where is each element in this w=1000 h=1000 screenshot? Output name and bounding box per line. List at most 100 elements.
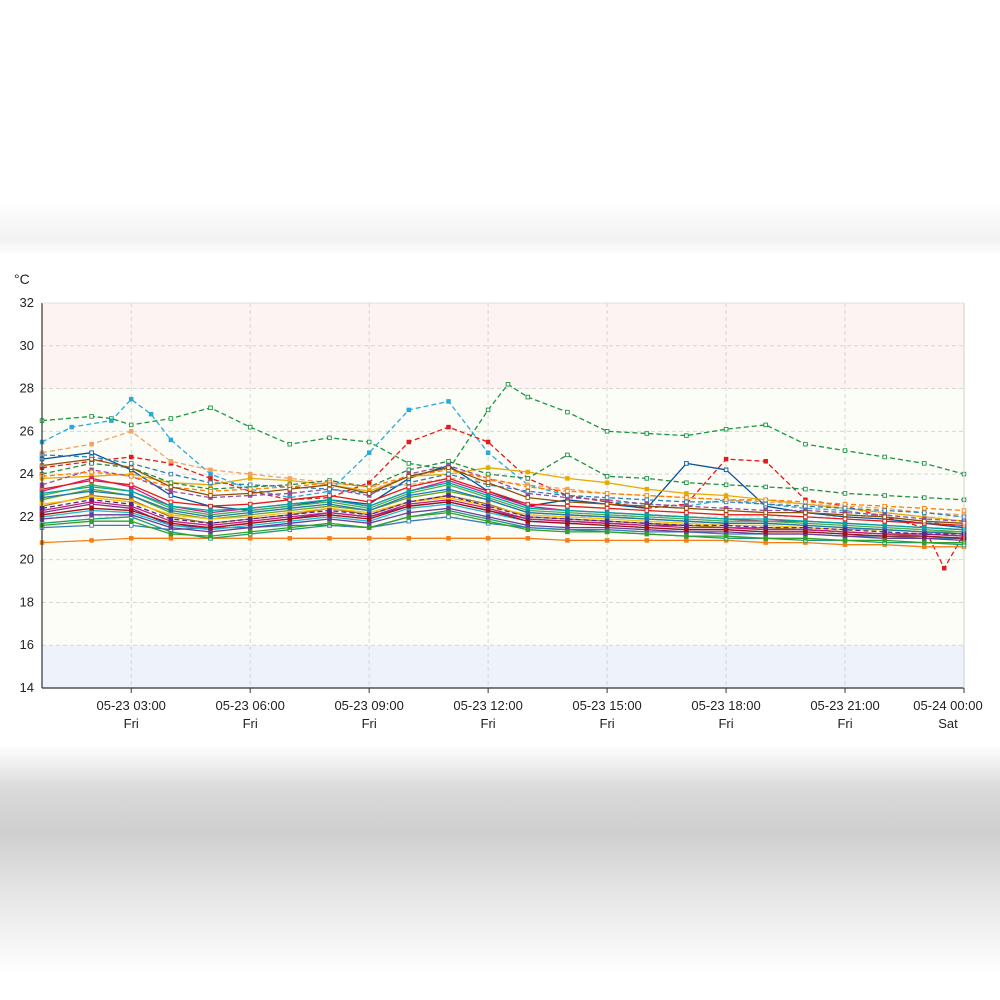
data-point [89, 497, 94, 503]
data-point [922, 540, 927, 545]
data-point [723, 426, 729, 432]
data-point [505, 382, 511, 387]
x-tick-label: 05-23 03:00 [97, 698, 166, 713]
data-point [684, 518, 689, 524]
data-point [446, 514, 451, 520]
data-point [485, 480, 491, 485]
data-point [485, 497, 491, 503]
data-point [446, 424, 451, 430]
data-point [327, 501, 332, 507]
data-point [406, 499, 412, 505]
data-point [287, 441, 293, 447]
data-point [446, 476, 451, 481]
data-point [803, 529, 808, 535]
data-point [406, 518, 412, 524]
data-point [168, 503, 174, 509]
temperature-line-chart: 32 30 28 26 24 22 20 18 16 14 05-23 03:00 Fri 05-23 … [14, 271, 983, 731]
data-point [208, 480, 213, 485]
data-point [723, 523, 729, 528]
data-point [148, 411, 154, 417]
data-point [446, 465, 451, 470]
data-point [247, 521, 253, 526]
band-2 [42, 645, 964, 688]
data-point [446, 486, 451, 492]
data-point [842, 521, 848, 526]
data-point [208, 533, 213, 539]
data-point [208, 521, 213, 526]
x-tick-day-label: Sat [938, 716, 958, 731]
data-point [89, 512, 94, 517]
data-point [684, 533, 689, 539]
data-point [89, 414, 94, 419]
data-point [604, 506, 610, 511]
data-point [644, 521, 650, 526]
data-point [366, 516, 372, 522]
data-point [882, 493, 887, 498]
series-line [41, 501, 965, 539]
data-point [208, 471, 213, 477]
data-point [485, 471, 491, 477]
data-point [366, 491, 372, 496]
data-point [922, 506, 927, 511]
y-tick-label: 16 [20, 637, 34, 652]
x-tick-day-label: Fri [243, 716, 258, 731]
data-point [128, 429, 134, 434]
data-point [485, 450, 491, 455]
data-point [446, 506, 451, 511]
data-point [247, 491, 253, 496]
data-point [406, 514, 412, 520]
data-point [287, 521, 293, 526]
data-point [247, 536, 253, 541]
data-point [565, 493, 570, 498]
data-point [247, 471, 253, 477]
data-point [842, 448, 848, 453]
data-point [327, 536, 332, 541]
data-point [89, 441, 94, 447]
data-point [406, 536, 412, 541]
data-point [128, 422, 134, 428]
data-point [604, 538, 610, 543]
data-point [446, 480, 451, 485]
data-point [525, 536, 531, 541]
data-point [684, 491, 689, 496]
data-point [684, 527, 689, 532]
data-point [485, 514, 491, 520]
data-point [89, 538, 94, 543]
data-point [485, 503, 491, 509]
data-point [128, 474, 134, 479]
data-point [128, 493, 134, 498]
data-point [723, 497, 729, 503]
data-point [763, 540, 768, 545]
data-point [882, 518, 887, 524]
data-point [803, 499, 808, 505]
data-point [842, 516, 848, 522]
data-point [327, 482, 332, 488]
data-point [168, 531, 174, 537]
data-point [922, 525, 927, 530]
data-point [565, 529, 570, 535]
data-point [763, 510, 768, 515]
data-point [803, 536, 808, 541]
series-25 [39, 499, 967, 541]
data-point [366, 499, 372, 505]
data-point [525, 495, 531, 500]
data-point [803, 514, 808, 520]
data-point [803, 518, 808, 524]
data-point [842, 542, 848, 547]
series-28 [39, 493, 967, 537]
data-point [128, 508, 134, 513]
data-point [565, 508, 570, 513]
data-point [565, 516, 570, 522]
y-tick-label: 18 [20, 594, 34, 609]
data-point [366, 480, 372, 485]
data-point [723, 467, 729, 473]
data-point [89, 506, 94, 511]
data-point [565, 409, 570, 415]
data-point [287, 536, 293, 541]
data-point [366, 536, 372, 541]
data-point [327, 516, 332, 522]
data-point [247, 501, 253, 507]
data-point [128, 454, 134, 460]
data-point [763, 525, 768, 530]
series-layer [39, 382, 967, 571]
